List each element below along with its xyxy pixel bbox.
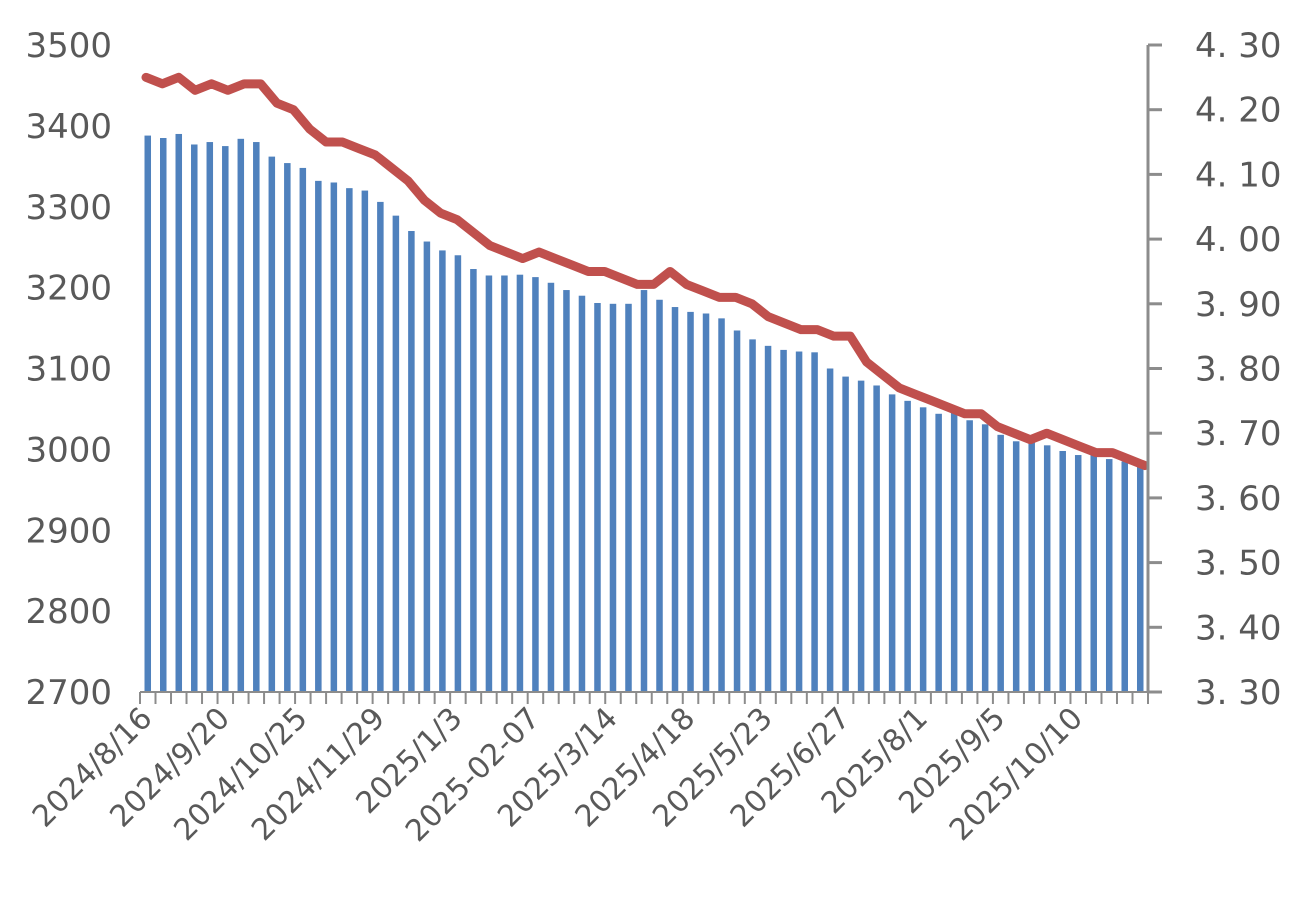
bar: [346, 188, 353, 692]
bar: [718, 318, 725, 692]
right-tick-label: 3. 80: [1195, 350, 1282, 390]
bar: [439, 250, 446, 693]
bar: [268, 156, 276, 693]
bar: [935, 413, 942, 692]
bar: [532, 277, 539, 692]
bar: [795, 351, 803, 692]
bar: [175, 133, 183, 692]
bar: [1090, 455, 1097, 692]
right-tick-label: 3. 70: [1195, 414, 1282, 454]
bar: [671, 307, 679, 692]
bar: [1074, 455, 1082, 692]
bar: [997, 434, 1004, 692]
bar: [733, 330, 741, 692]
right-tick-label: 4. 10: [1195, 155, 1282, 195]
axes-layer: [139, 43, 1162, 704]
bar: [206, 142, 214, 693]
labels-layer: 3. 30 3. 40 3. 50 3. 60 3. 70 3. 80 3. 90 4. 00…: [25, 26, 1281, 849]
left-tick-label: 3200: [25, 269, 112, 309]
bar: [625, 303, 632, 692]
bar: [330, 182, 338, 693]
bar: [315, 180, 322, 692]
bar: [656, 299, 663, 692]
bar: [780, 349, 787, 692]
bar: [842, 376, 849, 692]
bar: [1043, 445, 1051, 692]
bars-layer: [144, 133, 1144, 693]
bar: [702, 313, 710, 692]
right-tick-label: 3. 30: [1195, 673, 1282, 713]
left-tick-label: 3000: [25, 430, 112, 470]
line-series: [141, 72, 1150, 471]
bar: [222, 146, 229, 693]
bar: [253, 142, 260, 693]
bar: [687, 311, 694, 692]
bar: [826, 368, 834, 692]
bar: [547, 282, 555, 692]
left-tick-label: 3300: [25, 188, 112, 228]
bar: [470, 269, 477, 692]
bar: [1136, 465, 1144, 692]
bar: [144, 135, 152, 692]
bar: [237, 138, 245, 692]
bar: [501, 275, 508, 692]
bar: [919, 407, 927, 692]
bar: [749, 339, 756, 692]
bar: [1028, 438, 1035, 692]
bar: [1059, 450, 1066, 692]
bar: [609, 303, 617, 692]
bar: [160, 138, 167, 692]
right-tick-label: 4. 20: [1195, 91, 1282, 131]
bar: [454, 255, 462, 692]
left-tick-label: 2800: [25, 592, 112, 632]
right-tick-label: 3. 60: [1195, 479, 1282, 519]
bar: [1012, 441, 1020, 692]
bar: [563, 290, 570, 692]
bar: [1121, 461, 1128, 692]
bar: [392, 215, 400, 692]
bar: [966, 420, 973, 692]
bar: [284, 163, 291, 692]
right-tick-label: 4. 00: [1195, 220, 1282, 260]
right-tick-label: 4. 30: [1195, 26, 1282, 66]
line-layer: [141, 72, 1150, 471]
left-tick-label: 3400: [25, 107, 112, 147]
bar: [764, 345, 772, 692]
bar: [485, 275, 493, 692]
bar: [516, 274, 524, 692]
bar: [594, 302, 601, 692]
bar: [299, 167, 307, 692]
left-tick-label: 2700: [25, 673, 112, 713]
bar: [361, 190, 369, 692]
left-tick-label: 3500: [25, 26, 112, 66]
left-tick-label: 3100: [25, 350, 112, 390]
bar: [873, 385, 880, 692]
bar: [1105, 459, 1113, 692]
bar: [423, 241, 431, 692]
bar: [408, 231, 415, 692]
bar: [191, 144, 198, 693]
right-tick-label: 3. 90: [1195, 285, 1282, 325]
bar: [888, 394, 896, 692]
bar: [811, 352, 818, 692]
bar: [950, 408, 958, 692]
right-tick-label: 3. 40: [1195, 608, 1282, 648]
left-tick-label: 2900: [25, 511, 112, 551]
right-tick-label: 3. 50: [1195, 544, 1282, 584]
bar: [904, 400, 911, 692]
bar: [377, 201, 384, 692]
bar: [981, 424, 989, 692]
bar: [578, 295, 586, 692]
bar: [640, 290, 648, 692]
bar: [857, 380, 865, 692]
